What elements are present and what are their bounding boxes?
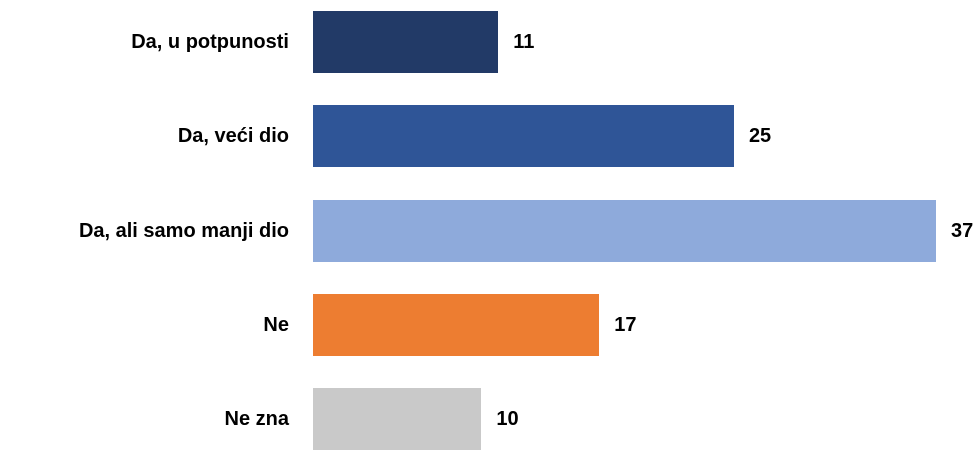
category-label: Ne — [263, 313, 289, 336]
bar — [313, 11, 499, 73]
value-label: 37 — [951, 219, 974, 242]
value-label: 11 — [513, 31, 535, 53]
value-label: 17 — [614, 313, 637, 336]
category-label: Da, ali samo manji dio — [78, 219, 289, 242]
bar — [313, 105, 734, 168]
value-label: 10 — [496, 408, 519, 430]
category-label: Da, u potpunosti — [131, 31, 289, 53]
bar — [313, 293, 600, 356]
category-label: Ne zna — [224, 408, 289, 430]
value-label: 25 — [748, 125, 772, 148]
category-label: Da, veći dio — [177, 125, 289, 148]
bar — [313, 199, 936, 262]
bar — [313, 388, 482, 450]
